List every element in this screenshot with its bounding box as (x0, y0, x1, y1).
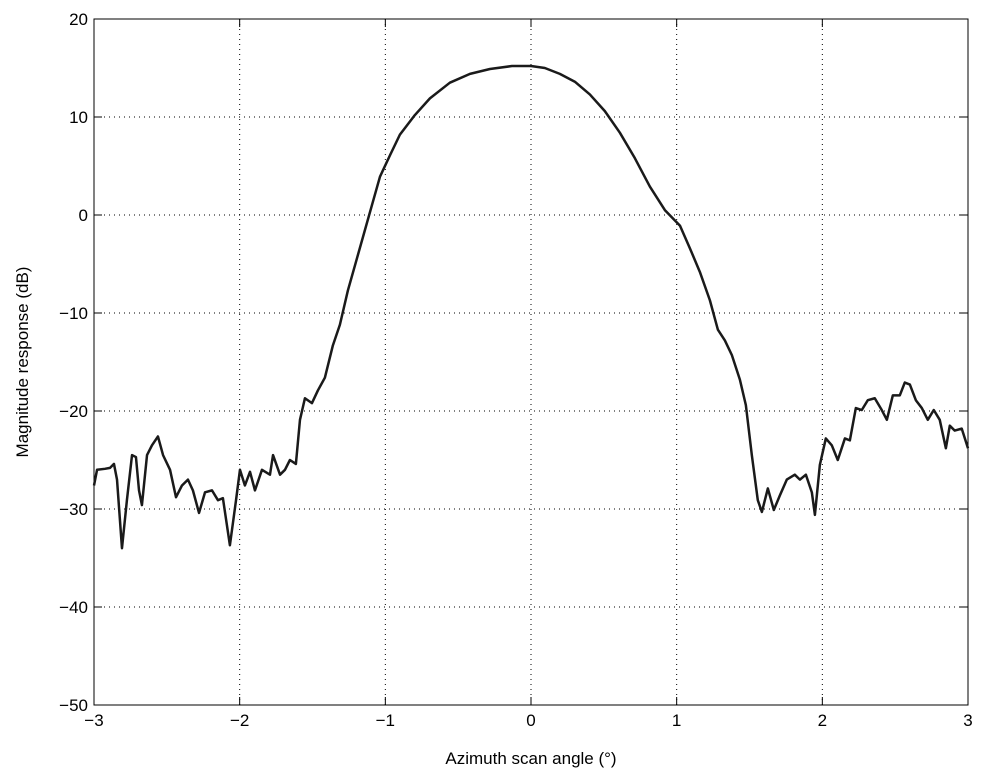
data-line (92, 64, 970, 550)
x-tick-label: −3 (84, 711, 103, 730)
y-axis-label: Magnitude response (dB) (13, 267, 32, 458)
plot-frame (93, 18, 969, 706)
x-tick-label: −1 (376, 711, 395, 730)
y-tick-label: −20 (59, 402, 88, 421)
y-tick-label: 0 (79, 206, 88, 225)
x-tick-label: 2 (818, 711, 827, 730)
x-tick-label: −2 (230, 711, 249, 730)
x-tick-label: 0 (526, 711, 535, 730)
y-tick-label: 10 (69, 108, 88, 127)
x-tick-label: 3 (963, 711, 972, 730)
x-tick-label: 1 (672, 711, 681, 730)
y-tick-label: 20 (69, 10, 88, 29)
y-tick-label: −50 (59, 696, 88, 715)
y-tick-label: −30 (59, 500, 88, 519)
x-axis-label: Azimuth scan angle (°) (445, 749, 616, 768)
y-tick-label: −10 (59, 304, 88, 323)
y-tick-label: −40 (59, 598, 88, 617)
